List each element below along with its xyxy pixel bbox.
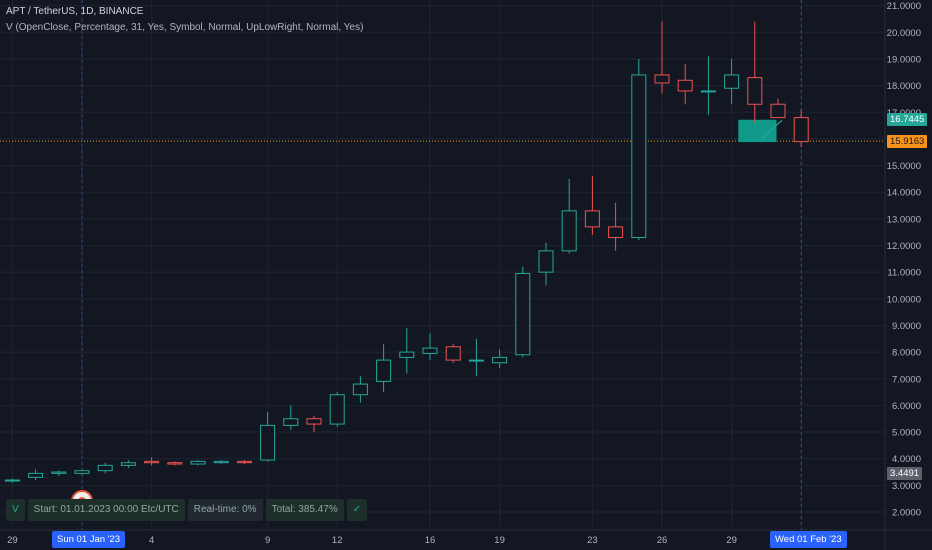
y-tick-label: 2.0000 xyxy=(892,508,921,519)
candle-body xyxy=(28,472,44,478)
indicator-tag[interactable]: V xyxy=(6,499,25,521)
candle-body xyxy=(608,226,624,239)
y-tick-label: 20.0000 xyxy=(887,28,921,39)
y-tick-label: 12.0000 xyxy=(887,241,921,252)
realtime-label: Real-time: 0% xyxy=(187,499,263,521)
x-tick-label: 29 xyxy=(7,535,18,546)
candle-body xyxy=(538,250,554,273)
candle-body xyxy=(213,460,229,464)
y-tick-label: 11.0000 xyxy=(887,268,921,279)
candle-body xyxy=(376,359,392,382)
candle-body xyxy=(329,394,345,425)
candle-body xyxy=(492,356,508,364)
candle-body xyxy=(260,424,276,461)
start-label: Start: 01.01.2023 00:00 Etc/UTC xyxy=(27,499,185,521)
candle-body xyxy=(352,383,368,396)
x-tick-label: 4 xyxy=(149,535,154,546)
candle-body xyxy=(770,103,786,119)
y-tick-label: 14.0000 xyxy=(887,188,921,199)
candle-body xyxy=(793,117,809,143)
x-tick-label: 9 xyxy=(265,535,270,546)
candle-body xyxy=(97,464,113,472)
y-tick-label: 18.0000 xyxy=(887,81,921,92)
y-tick-label: 4.0000 xyxy=(892,454,921,465)
indicator-title[interactable]: V (OpenClose, Percentage, 31, Yes, Symbo… xyxy=(6,22,364,33)
total-label: Total: 385.47% xyxy=(265,499,344,521)
candle-body xyxy=(677,79,693,92)
y-tick-label: 6.0000 xyxy=(892,401,921,412)
y-tick-label: 9.0000 xyxy=(892,321,921,332)
x-tick-label: 23 xyxy=(587,535,598,546)
candle-body xyxy=(399,351,415,358)
crosshair-date-tag-right: Wed 01 Feb '23 xyxy=(770,531,847,548)
candle-body xyxy=(51,471,67,474)
highlight-arrow xyxy=(760,119,783,141)
candle-body xyxy=(144,460,160,464)
symbol-title[interactable]: APT / TetherUS, 1D, BINANCE xyxy=(6,6,144,17)
y-tick-label: 19.0000 xyxy=(887,54,921,65)
y-tick-label: 3.0000 xyxy=(892,481,921,492)
y-tick-label: 21.0000 xyxy=(887,1,921,12)
candle-body xyxy=(724,74,740,89)
candle-body xyxy=(747,77,763,105)
indicator-status-bar: V Start: 01.01.2023 00:00 Etc/UTC Real-t… xyxy=(6,499,370,521)
candle-body xyxy=(74,470,90,474)
candle-body xyxy=(654,74,670,84)
y-tick-label: 8.0000 xyxy=(892,348,921,359)
crosshair-price-tag: 15.9163 xyxy=(887,134,928,148)
candle-body xyxy=(236,460,252,464)
chart-legend: APT / TetherUS, 1D, BINANCE V (OpenClose… xyxy=(6,4,363,36)
candle-body xyxy=(515,272,531,356)
candle-body xyxy=(700,90,716,93)
candle-body xyxy=(445,346,461,361)
candle-body xyxy=(468,359,484,362)
y-tick-label: 13.0000 xyxy=(887,214,921,225)
candle-body xyxy=(631,74,647,239)
candle-body xyxy=(120,462,136,466)
x-tick-label: 19 xyxy=(494,535,505,546)
candle-body xyxy=(167,462,183,465)
x-tick-label: 16 xyxy=(425,535,436,546)
y-tick-label: 7.0000 xyxy=(892,374,921,385)
highlight-box xyxy=(738,119,777,143)
y-tick-label: 10.0000 xyxy=(887,294,921,305)
candle-body xyxy=(306,418,322,425)
candle-body xyxy=(4,479,20,482)
x-tick-label: 26 xyxy=(657,535,668,546)
crosshair-date-tag-left: Sun 01 Jan '23 xyxy=(52,531,126,548)
y-tick-label: 15.0000 xyxy=(887,161,921,172)
candle-body xyxy=(283,418,299,426)
check-icon: ✓ xyxy=(346,499,368,521)
current-price-tag: 16.7445 xyxy=(887,112,928,126)
x-tick-label: 12 xyxy=(332,535,343,546)
candle-body xyxy=(422,347,438,354)
candle-body xyxy=(584,210,600,228)
x-tick-label: 29 xyxy=(726,535,737,546)
candle-body xyxy=(561,210,577,252)
candle-body xyxy=(190,460,206,465)
start-price-tag: 3.4491 xyxy=(887,466,923,480)
y-tick-label: 5.0000 xyxy=(892,428,921,439)
